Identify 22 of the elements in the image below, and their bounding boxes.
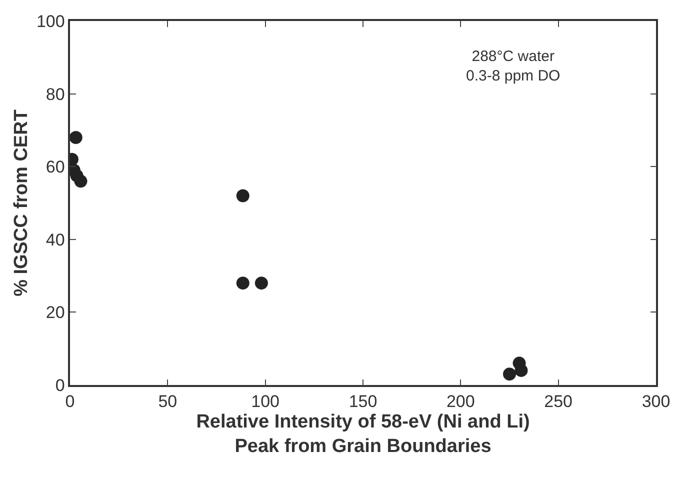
point <box>254 276 268 290</box>
y-tick-label: 0 <box>55 376 65 395</box>
y-axis-title: % IGSCC from CERT <box>10 109 32 296</box>
annotation: 288°C water 0.3-8 ppm DO <box>466 48 560 84</box>
x-tick-label: 150 <box>348 392 378 412</box>
y-tick-label: 60 <box>46 158 65 177</box>
y-tick-label: 40 <box>46 230 65 250</box>
y-tick-label: 100 <box>36 12 65 31</box>
y-tick-label: 20 <box>46 303 65 322</box>
x-tick-label: 100 <box>251 392 280 412</box>
y-tick-label: 80 <box>46 84 65 104</box>
x-tick-label: 300 <box>642 392 670 412</box>
point <box>503 368 516 381</box>
x-tick-label: 50 <box>158 392 178 412</box>
point <box>236 276 250 290</box>
x-axis-title: Relative Intensity of 58-eV (Ni and Li) Peak from Grain Boundaries <box>196 411 530 458</box>
point <box>74 174 88 188</box>
x-tick-label: 250 <box>544 392 573 412</box>
x-tick-label: 200 <box>446 392 475 412</box>
point <box>70 130 82 144</box>
point <box>512 356 526 370</box>
point <box>236 189 250 202</box>
